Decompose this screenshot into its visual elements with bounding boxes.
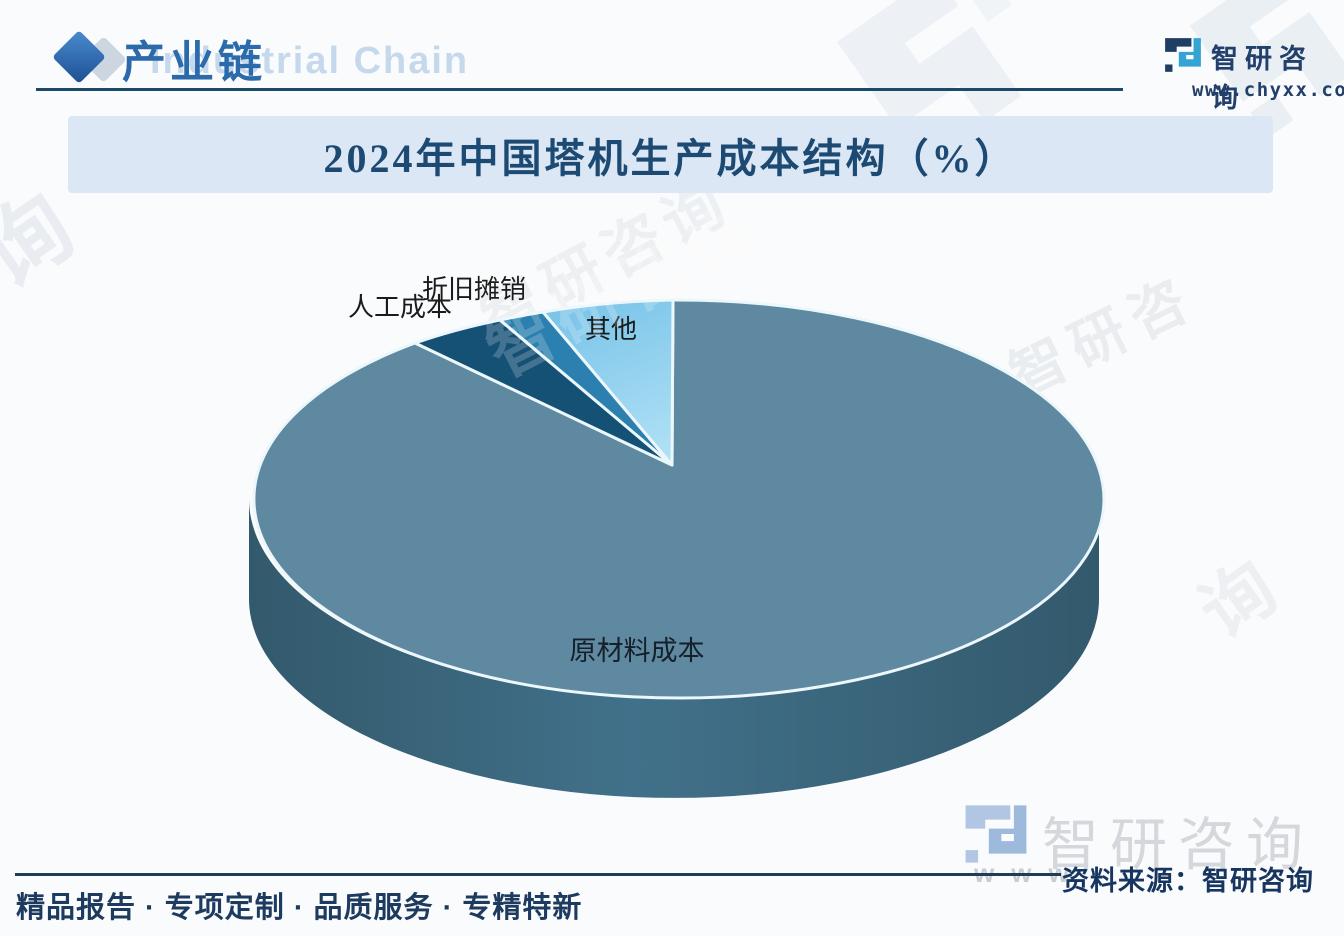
- data-source-text: 资料来源：智研咨询: [1062, 866, 1314, 896]
- pie-label-other: 其他: [585, 314, 637, 344]
- brand-name: 智研咨询: [1211, 44, 1313, 113]
- pie-label-labor: 人工成本: [348, 292, 452, 322]
- chart-title-bar: 2024年中国塔机生产成本结构（%）: [68, 116, 1273, 193]
- bottom-watermark-logo-icon: [962, 801, 1030, 872]
- footer-slogan: 精品报告 · 专项定制 · 品质服务 · 专精特新: [16, 892, 583, 924]
- brand-website: www.chyxx.com: [1192, 79, 1344, 101]
- page-title: 产业链: [122, 38, 266, 87]
- pie-label-depreciation: 折旧摊销: [422, 274, 526, 304]
- footer-divider: [15, 873, 1061, 876]
- header-divider: [36, 88, 1123, 91]
- pie-side: [249, 499, 1099, 798]
- pie-slice-raw-material: [252, 298, 1106, 700]
- pie-slice-other: [541, 298, 675, 467]
- bottom-watermark-logo-text: 智研咨询: [1042, 813, 1314, 877]
- chart-title: 2024年中国塔机生产成本结构（%）: [323, 135, 1018, 181]
- pie-label-raw-material: 原材料成本: [570, 636, 705, 666]
- brand-logo-icon: [1163, 37, 1203, 78]
